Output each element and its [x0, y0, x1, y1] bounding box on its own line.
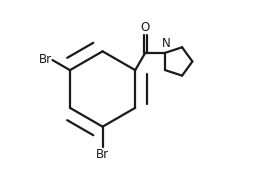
Text: O: O [141, 21, 150, 34]
Text: Br: Br [96, 148, 109, 161]
Text: N: N [162, 37, 170, 50]
Text: N: N [162, 37, 170, 50]
Text: Br: Br [38, 53, 52, 66]
